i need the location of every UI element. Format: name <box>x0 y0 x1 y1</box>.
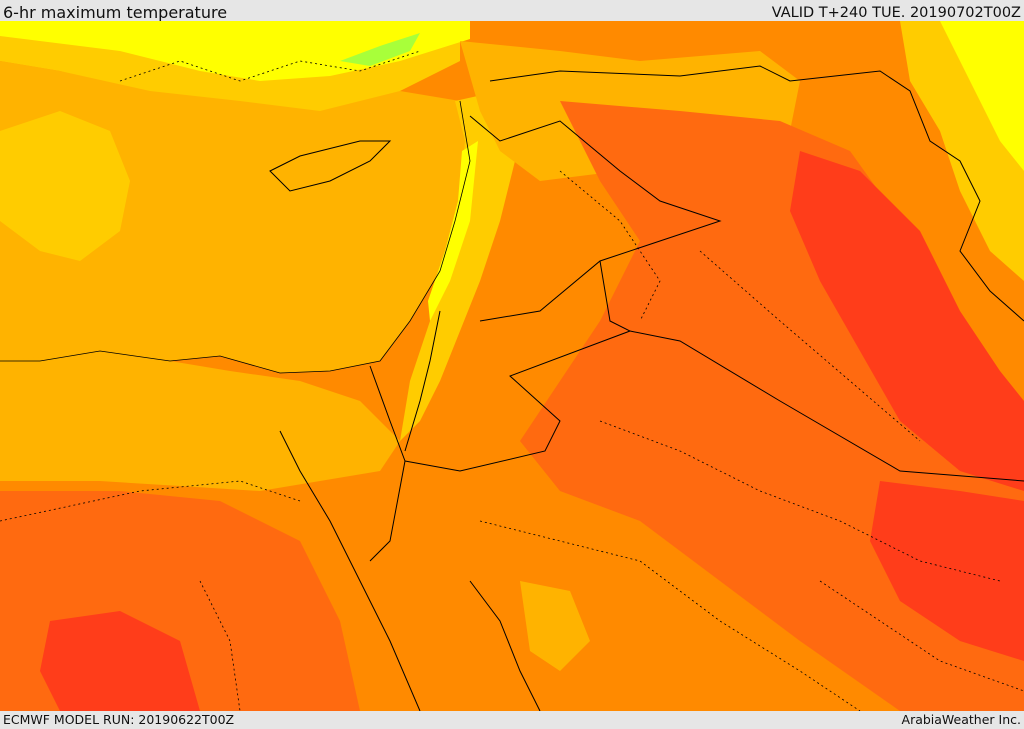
credit: ArabiaWeather Inc. <box>901 712 1021 727</box>
sea-light-patch <box>0 111 130 261</box>
temperature-map[interactable] <box>0 21 1024 711</box>
egypt-red-patch <box>40 611 200 711</box>
saudi-yellow-pocket <box>520 581 590 671</box>
iraq-red-core <box>790 151 1024 491</box>
coastline <box>0 100 471 374</box>
iran-yellow-edge <box>940 21 1024 171</box>
model-run: ECMWF MODEL RUN: 20190622T00Z <box>3 712 235 727</box>
footer-bar: ECMWF MODEL RUN: 20190622T00Z ArabiaWeat… <box>0 711 1024 729</box>
header-bar: 6-hr maximum temperature VALID T+240 TUE… <box>0 0 1024 21</box>
province-borders <box>0 50 1024 711</box>
country-borders <box>269 65 1024 711</box>
gulf-red <box>870 481 1024 661</box>
egypt-north-field <box>0 351 400 491</box>
valid-time: VALID T+240 TUE. 20190702T00Z <box>771 5 1021 21</box>
saudi-orange-pocket <box>470 501 720 711</box>
map-title: 6-hr maximum temperature <box>3 3 228 21</box>
levant-yellow <box>428 141 478 321</box>
sea-field <box>0 61 470 373</box>
map-canvas <box>0 21 1024 711</box>
north-green-streak <box>340 33 420 66</box>
levant-strip <box>400 91 520 441</box>
north-yellow-band <box>0 21 470 81</box>
